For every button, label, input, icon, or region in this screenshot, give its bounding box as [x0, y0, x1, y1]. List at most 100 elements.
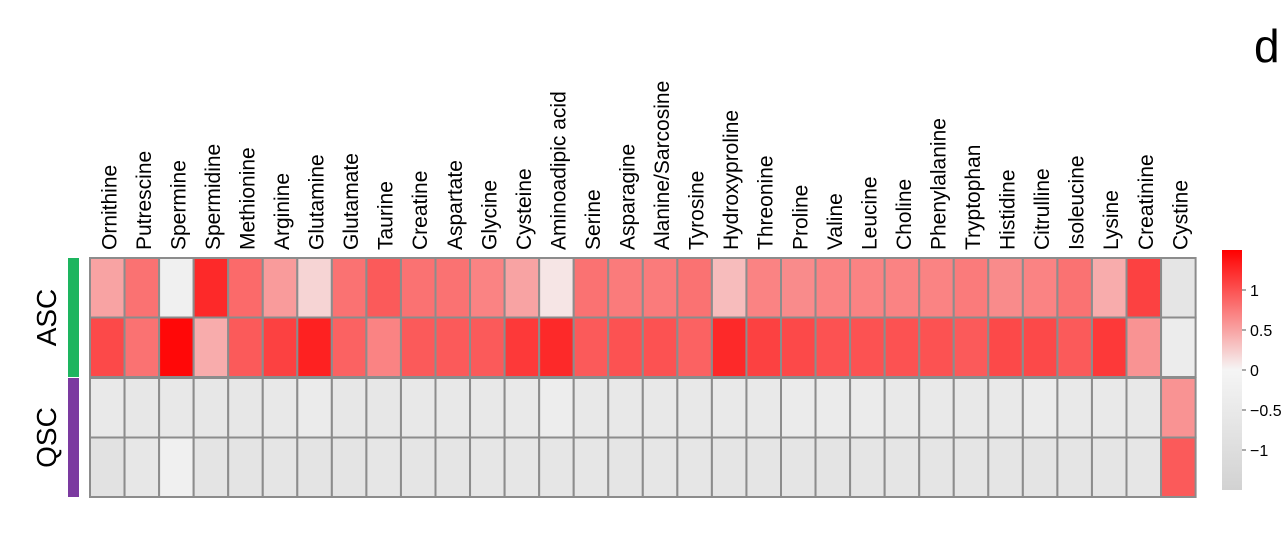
column-label-phenylalanine: Phenylalanine — [927, 118, 950, 250]
heatmap-cell-r0-hydroxyproline — [710, 257, 748, 319]
heatmap-cell-r2-glutamine — [296, 377, 333, 439]
column-labels: Ornithine Putrescine Spermine Spermidine Met… — [98, 81, 1192, 250]
heatmap-cell-r0-glycine — [469, 257, 506, 319]
heatmap-cell-r2-serine — [572, 377, 610, 439]
column-label-creatinine: Creatinine — [1135, 154, 1158, 250]
heatmap-cell-r2-citrulline — [1021, 377, 1059, 439]
heatmap-cell-r3-histidine — [987, 436, 1024, 498]
heatmap-cell-r3-asparagine — [607, 436, 644, 498]
heatmap-cell-r2-spermidine — [192, 377, 230, 439]
heatmap-cell-r0-alanine-sarcosine — [641, 257, 679, 319]
column-label-leucine: Leucine — [858, 176, 881, 250]
heatmap-cell-r0-valine — [814, 257, 852, 319]
heatmap-cell-r3-glutamine — [296, 436, 333, 498]
heatmap-cell-r2-spermine — [158, 377, 195, 439]
heatmap-cell-r0-isoleucine — [1056, 257, 1093, 319]
heatmap-cell-r0-leucine — [849, 257, 886, 319]
heatmap-cell-r3-methionine — [227, 436, 264, 498]
heatmap-cell-r2-hydroxyproline — [710, 377, 748, 439]
heatmap-cell-r2-isoleucine — [1056, 377, 1093, 439]
heatmap-cell-r3-alanine-sarcosine — [641, 436, 679, 498]
heatmap-cell-r1-proline — [780, 316, 817, 378]
group-bar-qsc — [68, 378, 79, 497]
heatmap-cell-r1-lysine — [1090, 316, 1128, 378]
heatmap-cell-r1-alanine-sarcosine — [641, 316, 679, 378]
heatmap-cell-r2-glycine — [469, 377, 506, 439]
heatmap-cell-r1-cysteine — [503, 316, 541, 378]
column-label-aspartate: Aspartate — [444, 160, 467, 250]
heatmap-cell-r0-proline — [780, 257, 817, 319]
heatmap-cell-r1-glutamine — [296, 316, 333, 378]
heatmap-cell-r2-histidine — [987, 377, 1024, 439]
heatmap-cell-r2-proline — [780, 377, 817, 439]
heatmap-cell-r0-spermidine — [192, 257, 230, 319]
heatmap-cell-r1-leucine — [849, 316, 886, 378]
heatmap-cell-r1-hydroxyproline — [710, 316, 748, 378]
column-label-aminoadipic-acid: Aminoadipic acid — [547, 91, 570, 250]
heatmap-cell-r2-cysteine — [503, 377, 541, 439]
heatmap-cell-r1-creatinine — [1125, 316, 1163, 378]
column-label-spermine: Spermine — [167, 160, 190, 250]
heatmap-cell-r2-taurine — [365, 377, 402, 439]
heatmap-cell-r2-threonine — [745, 377, 783, 439]
heatmap-cell-r2-aspartate — [434, 377, 472, 439]
column-label-cystine: Cystine — [1169, 180, 1192, 250]
column-label-cysteine: Cysteine — [513, 168, 536, 250]
column-label-putrescine: Putrescine — [133, 151, 156, 250]
heatmap-cell-r0-choline — [883, 257, 921, 319]
heatmap-cell-r1-aminoadipic-acid — [538, 316, 575, 378]
legend-tick-label: 0 — [1250, 363, 1259, 380]
heatmap-cell-r3-choline — [883, 436, 921, 498]
heatmap-cell-r3-glycine — [469, 436, 506, 498]
heatmap-cell-r2-methionine — [227, 377, 264, 439]
heatmap-cell-r0-putrescine — [123, 257, 161, 319]
heatmap-cell-r3-citrulline — [1021, 436, 1059, 498]
legend-tick-label: −1 — [1250, 443, 1268, 460]
heatmap-cell-r3-serine — [572, 436, 610, 498]
heatmap-cell-r3-cysteine — [503, 436, 541, 498]
column-label-histidine: Histidine — [997, 169, 1020, 250]
heatmap-cell-r2-choline — [883, 377, 921, 439]
heatmap-cell-r0-tyrosine — [676, 257, 713, 319]
heatmap-cell-r3-valine — [814, 436, 852, 498]
group-annotations: ASC QSC — [31, 258, 79, 497]
column-label-creatine: Creatine — [409, 171, 432, 250]
heatmap-cell-r3-tryptophan — [952, 436, 990, 498]
heatmap-cell-r1-histidine — [987, 316, 1024, 378]
heatmap-cell-r2-asparagine — [607, 377, 644, 439]
heatmap-cell-r2-putrescine — [123, 377, 161, 439]
column-label-isoleucine: Isoleucine — [1066, 155, 1089, 250]
heatmap-cell-r3-cystine — [1160, 436, 1197, 498]
heatmap-cell-r0-asparagine — [607, 257, 644, 319]
heatmap-cell-r1-phenylalanine — [918, 316, 955, 378]
column-label-alanine-sarcosine: Alanine/Sarcosine — [651, 81, 674, 250]
heatmap-cell-r0-glutamine — [296, 257, 333, 319]
column-label-ornithine: Ornithine — [98, 165, 121, 250]
heatmap-cell-r0-phenylalanine — [918, 257, 955, 319]
heatmap-cell-r2-alanine-sarcosine — [641, 377, 679, 439]
heatmap-cell-r1-glutamate — [330, 316, 368, 378]
heatmap-cell-r1-threonine — [745, 316, 783, 378]
heatmap-cell-r0-citrulline — [1021, 257, 1059, 319]
column-label-taurine: Taurine — [375, 181, 398, 250]
heatmap-cell-r3-aspartate — [434, 436, 472, 498]
heatmap-cell-r0-taurine — [365, 257, 402, 319]
heatmap-cell-r3-phenylalanine — [918, 436, 955, 498]
column-label-glutamine: Glutamine — [306, 154, 329, 250]
heatmap-cell-r2-leucine — [849, 377, 886, 439]
heatmap-cell-r2-glutamate — [330, 377, 368, 439]
heatmap-cell-r1-arginine — [261, 316, 299, 378]
heatmap-cell-r3-proline — [780, 436, 817, 498]
heatmap-cell-r0-cystine — [1160, 257, 1197, 319]
color-legend: 1 0.5 0 −0.5 −1 — [1222, 250, 1282, 490]
heatmap-cell-r1-tyrosine — [676, 316, 713, 378]
heatmap-cell-r3-leucine — [849, 436, 886, 498]
heatmap-cell-r3-hydroxyproline — [710, 436, 748, 498]
heatmap-cell-r2-creatinine — [1125, 377, 1163, 439]
heatmap-cell-r1-cystine — [1160, 316, 1197, 378]
heatmap-cell-r1-aspartate — [434, 316, 472, 378]
heatmap-cell-r3-putrescine — [123, 436, 161, 498]
heatmap-cell-r3-ornithine — [89, 436, 126, 498]
column-label-asparagine: Asparagine — [617, 144, 640, 250]
